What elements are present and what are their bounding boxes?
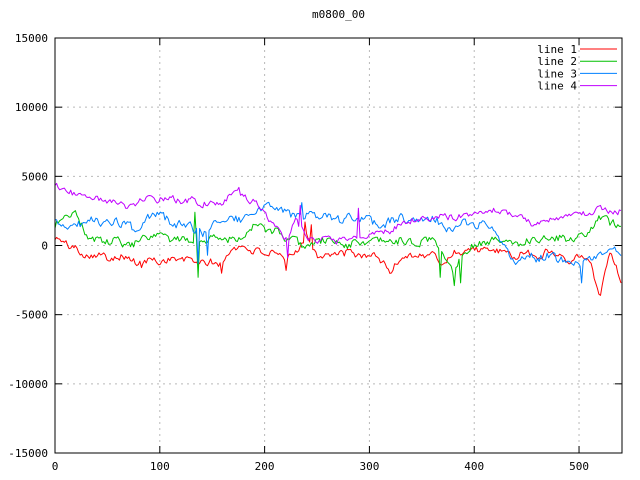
legend-label-line-2: line 2 (537, 55, 577, 68)
x-tick-label: 500 (569, 460, 589, 473)
series-line-2 (54, 210, 621, 287)
y-tick-label: -10000 (8, 378, 48, 391)
chart-title: m0800_00 (312, 8, 365, 21)
x-tick-label: 400 (464, 460, 484, 473)
y-tick-label: 10000 (15, 101, 48, 114)
legend-label-line-1: line 1 (537, 43, 577, 56)
y-tick-label: 0 (41, 240, 48, 253)
legend-label-line-3: line 3 (537, 67, 577, 80)
x-tick-label: 100 (150, 460, 170, 473)
x-tick-label: 200 (255, 460, 275, 473)
legend-label-line-4: line 4 (537, 80, 577, 93)
series-line-1 (54, 221, 622, 296)
series-line-3 (55, 201, 622, 284)
x-tick-label: 300 (359, 460, 379, 473)
y-tick-label: 15000 (15, 32, 48, 45)
y-tick-label: 5000 (22, 170, 49, 183)
x-tick-label: 0 (52, 460, 59, 473)
series-line-4 (54, 182, 622, 259)
y-tick-label: -15000 (8, 447, 48, 460)
y-tick-label: -5000 (15, 309, 48, 322)
